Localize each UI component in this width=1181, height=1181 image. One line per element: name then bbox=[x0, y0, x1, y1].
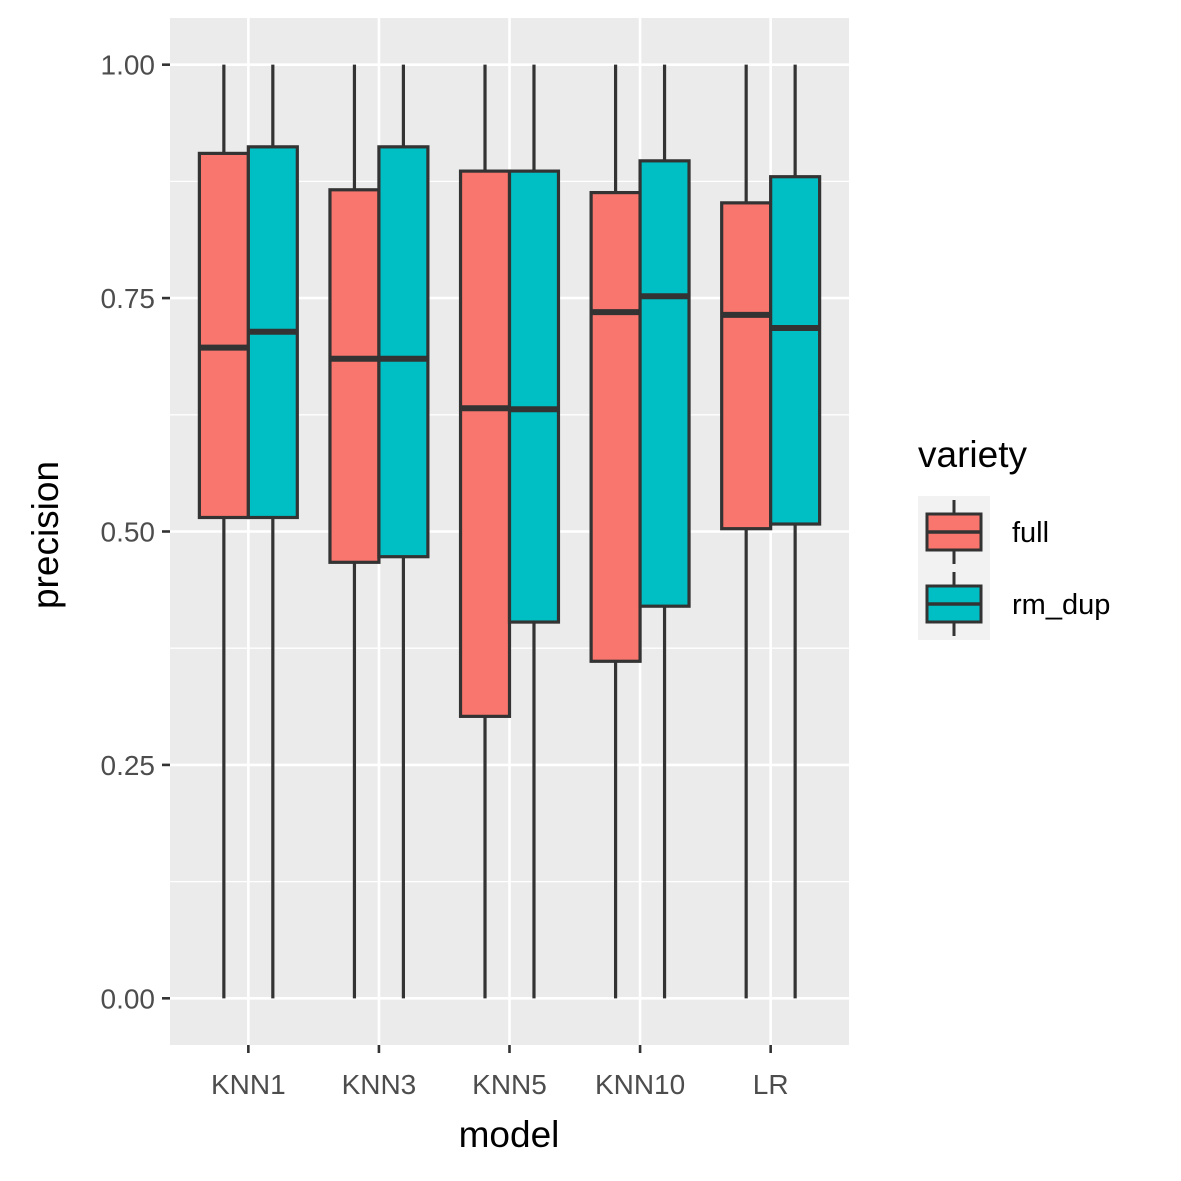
boxes bbox=[197, 64, 822, 999]
box-full-LR bbox=[720, 64, 773, 999]
box-full-KNN10 bbox=[589, 64, 642, 999]
x-tick-label: KNN10 bbox=[595, 1069, 685, 1100]
box-body bbox=[377, 145, 430, 559]
box-full-KNN1 bbox=[197, 64, 250, 999]
legend-item-rm_dup: rm_dup bbox=[925, 572, 1110, 636]
box-full-KNN5 bbox=[458, 64, 512, 999]
y-tick-label: 0.00 bbox=[101, 983, 156, 1014]
box-body bbox=[197, 151, 250, 520]
x-tick-label: KNN5 bbox=[472, 1069, 547, 1100]
box-rm_dup-LR bbox=[769, 64, 822, 999]
legend-item-full: full bbox=[925, 500, 1049, 564]
box-body bbox=[507, 169, 561, 624]
y-tick-label: 0.75 bbox=[101, 283, 156, 314]
y-axis: 0.00 0.25 0.50 0.75 1.00 bbox=[101, 50, 170, 1014]
box-body bbox=[458, 169, 512, 718]
box-body bbox=[328, 188, 381, 564]
y-tick-label: 0.50 bbox=[101, 517, 156, 548]
box-rm_dup-KNN3 bbox=[377, 64, 430, 999]
x-axis: KNN1 KNN3 KNN5 KNN10 LR bbox=[211, 1045, 789, 1100]
box-rm_dup-KNN1 bbox=[246, 64, 299, 999]
box-rm_dup-KNN10 bbox=[638, 64, 691, 999]
box-body bbox=[720, 201, 773, 531]
x-tick-label: LR bbox=[753, 1069, 789, 1100]
x-tick-label: KNN3 bbox=[342, 1069, 417, 1100]
box-full-KNN3 bbox=[328, 64, 381, 999]
box-body bbox=[769, 175, 822, 526]
y-tick-label: 0.25 bbox=[101, 750, 156, 781]
box-body bbox=[589, 190, 642, 663]
x-tick-label: KNN1 bbox=[211, 1069, 286, 1100]
legend-label: full bbox=[1012, 517, 1049, 549]
box-body bbox=[638, 159, 691, 608]
y-tick-label: 1.00 bbox=[101, 50, 156, 81]
legend: variety full rm_dup bbox=[918, 434, 1110, 640]
box-rm_dup-KNN5 bbox=[507, 64, 561, 999]
x-axis-title: model bbox=[459, 1114, 560, 1155]
legend-title: variety bbox=[918, 434, 1027, 475]
y-axis-title: precision bbox=[25, 461, 66, 609]
legend-label: rm_dup bbox=[1012, 589, 1110, 621]
